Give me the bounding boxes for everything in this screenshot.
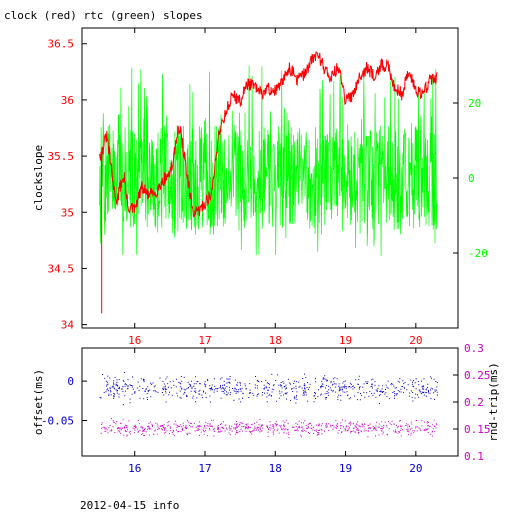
rnd-trip-y-tick-label: 0.25 [464,369,491,382]
offset-x-tick-label: 20 [409,462,422,475]
rnd-trip-y-tick-label: 0.2 [464,396,484,409]
slopes-x-tick-label: 20 [409,334,422,347]
offset-x-tick-label: 16 [128,462,141,475]
offset-y-axis-title: offset(ms) [32,369,45,435]
footer-date: 2012-04-15 info [80,499,179,512]
series-line-rtc [99,65,438,256]
offset-x-tick-label: 18 [269,462,282,475]
slopes-y-tick-label: 36 [61,94,74,107]
slopes-y-tick-label: 34 [61,319,75,332]
rnd-trip-y-axis-title: rnd-trip(ms) [487,362,500,441]
slopes-y-tick-label: 34.5 [48,262,75,275]
slopes-y-right-tick-label: 20 [468,97,481,110]
offset-y-tick-label: -0.05 [41,415,74,428]
offset-plot: 16 17 18 19 20 -0.05 0 0.1 0.15 0.2 0.25 0.3 offset… [32,342,500,475]
slopes-y-axis-title: clockslope [32,145,45,211]
rnd-trip-y-tick-label: 0.15 [464,423,491,436]
offset-x-tick-label: 19 [339,462,352,475]
series-points-rnd-trip [100,418,438,439]
slopes-y-tick-label: 36.5 [48,38,75,51]
series-line-clock [99,51,438,218]
series-points-offset [99,372,438,406]
rnd-trip-y-tick-label: 0.1 [464,450,484,463]
chart-title: clock (red) rtc (green) slopes [4,9,203,22]
slopes-plot: 16 17 18 19 20 34 34.5 35 35.5 36 36.5 -20 0 20 clock… [32,27,488,347]
slopes-x-tick-label: 16 [128,334,141,347]
slopes-y-tick-label: 35.5 [48,150,75,163]
slopes-y-tick-label: 35 [61,206,74,219]
slopes-x-tick-label: 18 [269,334,282,347]
offset-plot-frame [81,347,459,457]
slopes-y-right-tick-label: -20 [468,247,488,260]
offset-x-tick-label: 17 [198,462,211,475]
slopes-x-tick-label: 17 [198,334,211,347]
slopes-x-tick-label: 19 [339,334,352,347]
slopes-y-right-tick-label: 0 [468,172,475,185]
rnd-trip-y-tick-label: 0.3 [464,342,484,355]
offset-y-tick-label: 0 [67,375,74,388]
